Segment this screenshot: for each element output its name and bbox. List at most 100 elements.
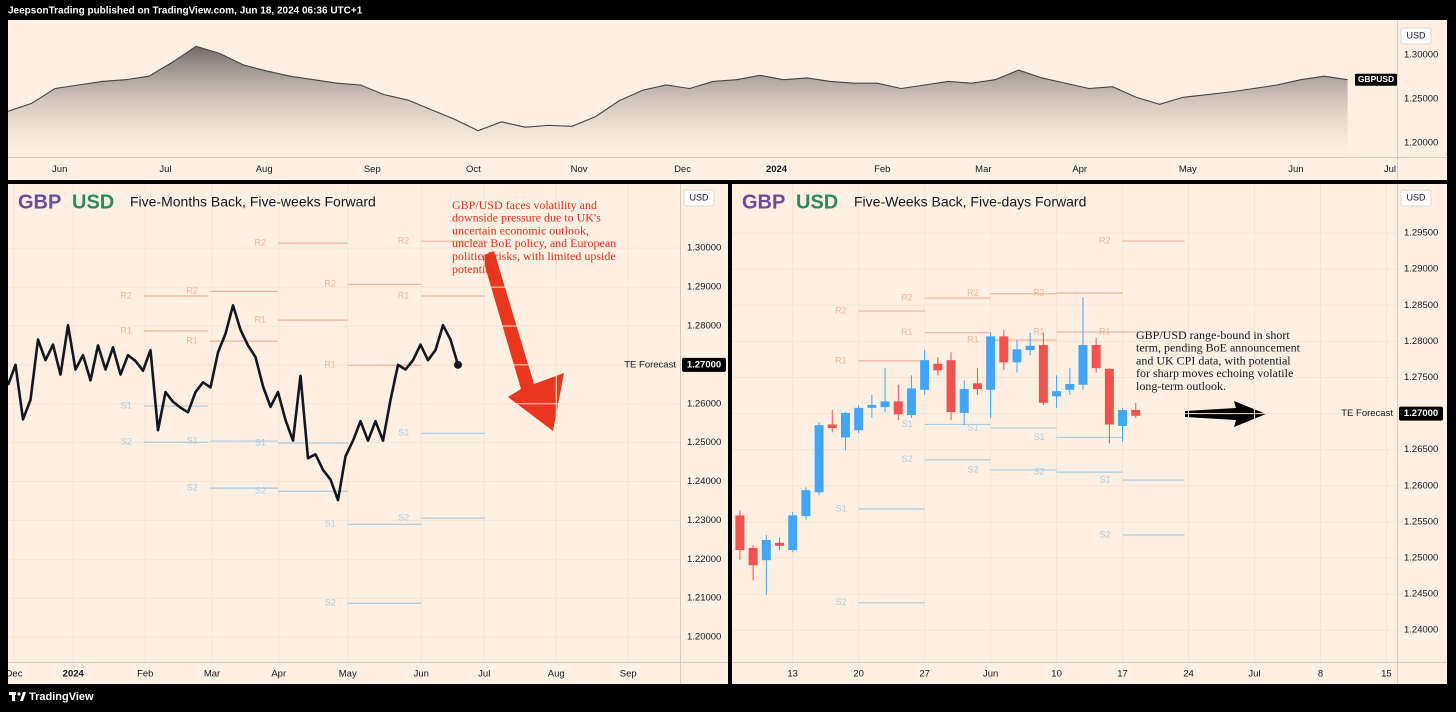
pivot-label: R2 <box>835 305 847 315</box>
x-tick-label: Dec <box>674 164 691 175</box>
pivot-label: S1 <box>1100 474 1111 484</box>
annotation-line: downside pressure due to UK's <box>452 211 601 225</box>
x-tick-label: 13 <box>787 669 798 680</box>
x-tick-label: Jul <box>478 669 490 680</box>
pivot-label: S2 <box>1034 466 1045 476</box>
area-line <box>8 45 1348 132</box>
panel-separators <box>8 20 1447 684</box>
candle-body <box>999 336 1009 363</box>
y-tick-label: 1.26500 <box>1404 444 1438 455</box>
candle-body <box>788 515 798 551</box>
publish-header: JeepsonTrading published on TradingView.… <box>8 6 363 17</box>
x-tick-label: 24 <box>1183 669 1194 680</box>
candle-body <box>748 547 758 566</box>
candle-body <box>1025 345 1035 351</box>
x-tick-label: Apr <box>1072 164 1087 175</box>
x-tick-label: Jun <box>52 164 67 175</box>
x-tick-label: May <box>339 669 357 680</box>
candle-body <box>893 401 903 415</box>
candle-body <box>946 360 956 413</box>
candle-body <box>1091 345 1101 369</box>
forecast-name: TE Forecast <box>624 359 676 370</box>
title-quote: USD <box>796 191 838 213</box>
candle-body <box>761 539 771 561</box>
y-tick-label: 1.24000 <box>1404 625 1438 636</box>
x-tick-label: Sep <box>620 669 637 680</box>
y-tick-label: 1.25000 <box>687 437 721 448</box>
pivot-label: R1 <box>324 360 336 370</box>
x-tick-label: Jul <box>159 164 171 175</box>
candle-body <box>1104 368 1114 425</box>
y-tick-label: 1.28000 <box>1404 336 1438 347</box>
plot-area <box>8 45 1348 157</box>
annotation-line: unclear BoE policy, and European <box>452 236 616 250</box>
title-base: GBP <box>742 191 785 213</box>
y-tick-label: 1.23000 <box>687 515 721 526</box>
plot-area: R2 R1 S1 S2 R2 R1 S1 S2 R2 R1 S1 S2 R2 R1 S1 S2 R2 R1 S1 S2 <box>8 184 680 662</box>
x-tick-label: Jul <box>1248 669 1260 680</box>
candle-body <box>986 336 996 390</box>
pivot-label: R2 <box>901 292 913 302</box>
forecast-tag-label: 1.27000 <box>1404 408 1438 419</box>
pivot-label: S2 <box>121 437 132 447</box>
pivot-label: S1 <box>836 503 847 513</box>
panel-right <box>732 184 1447 684</box>
pivot-label: S1 <box>1034 432 1045 442</box>
y-tick-label: 1.26000 <box>687 398 721 409</box>
pivot-label: R1 <box>901 327 913 337</box>
candle-body <box>1052 391 1062 397</box>
red-arrow <box>482 251 564 431</box>
pivot-label: S2 <box>968 464 979 474</box>
x-tick-label: Nov <box>571 164 588 175</box>
forecast-name: TE Forecast <box>1341 408 1393 419</box>
subtitle: Five-Months Back, Five-weeks Forward <box>130 194 376 210</box>
pivot-label: R2 <box>254 237 266 247</box>
x-tick-label: Apr <box>271 669 286 680</box>
candle-body <box>1012 349 1022 363</box>
pivot-label: R1 <box>398 290 410 300</box>
y-tick-label: 1.20000 <box>1404 137 1438 148</box>
y-tick-label: 1.25000 <box>1404 94 1438 105</box>
pivot-label: R1 <box>835 355 847 365</box>
candle-body <box>867 404 877 408</box>
x-tick-label: 2024 <box>63 669 85 680</box>
y-tick-label: 1.21000 <box>687 593 721 604</box>
pivot-label: R1 <box>186 336 198 346</box>
y-tick-label: 1.30000 <box>687 243 721 254</box>
pivot-label: R2 <box>324 279 336 289</box>
last-price-tag <box>1355 73 1397 86</box>
x-tick-label: Jun <box>1288 164 1303 175</box>
x-tick-label: Feb <box>874 164 890 175</box>
candle-body <box>920 360 930 390</box>
y-tick-label: 1.28500 <box>1404 300 1438 311</box>
candle-body <box>880 401 890 408</box>
x-tick-label: 10 <box>1051 669 1062 680</box>
y-tick-label: 1.27500 <box>1404 372 1438 383</box>
axis-header-box <box>1400 27 1432 45</box>
footer-logo <box>9 692 26 701</box>
y-tick-label: 1.24500 <box>1404 589 1438 600</box>
pivot-label: R2 <box>967 288 979 298</box>
candle-body <box>854 407 864 431</box>
pivot-label: R1 <box>1033 326 1045 336</box>
title-quote: USD <box>72 191 114 213</box>
footer-brand: TradingView <box>29 691 94 703</box>
candle-body <box>840 412 850 438</box>
pivot-label: R2 <box>1099 235 1111 245</box>
x-tick-label: 8 <box>1318 669 1323 680</box>
forecast-tag <box>1399 406 1443 421</box>
axis-header: USD <box>1406 30 1426 40</box>
annotation-line: GBP/USD faces volatility and <box>452 198 597 212</box>
y-tick-label: 1.25000 <box>1404 553 1438 564</box>
price-line <box>8 304 460 502</box>
candle-body <box>959 389 969 413</box>
x-tick-label: Aug <box>548 669 565 680</box>
x-tick-label: Dec <box>6 669 23 680</box>
pivot-label: S2 <box>836 597 847 607</box>
pivot-label: R1 <box>254 315 266 325</box>
axis-header: USD <box>689 192 709 202</box>
pivot-label: S2 <box>902 454 913 464</box>
pivot-label: S1 <box>325 519 336 529</box>
axis-header-box <box>683 189 715 207</box>
